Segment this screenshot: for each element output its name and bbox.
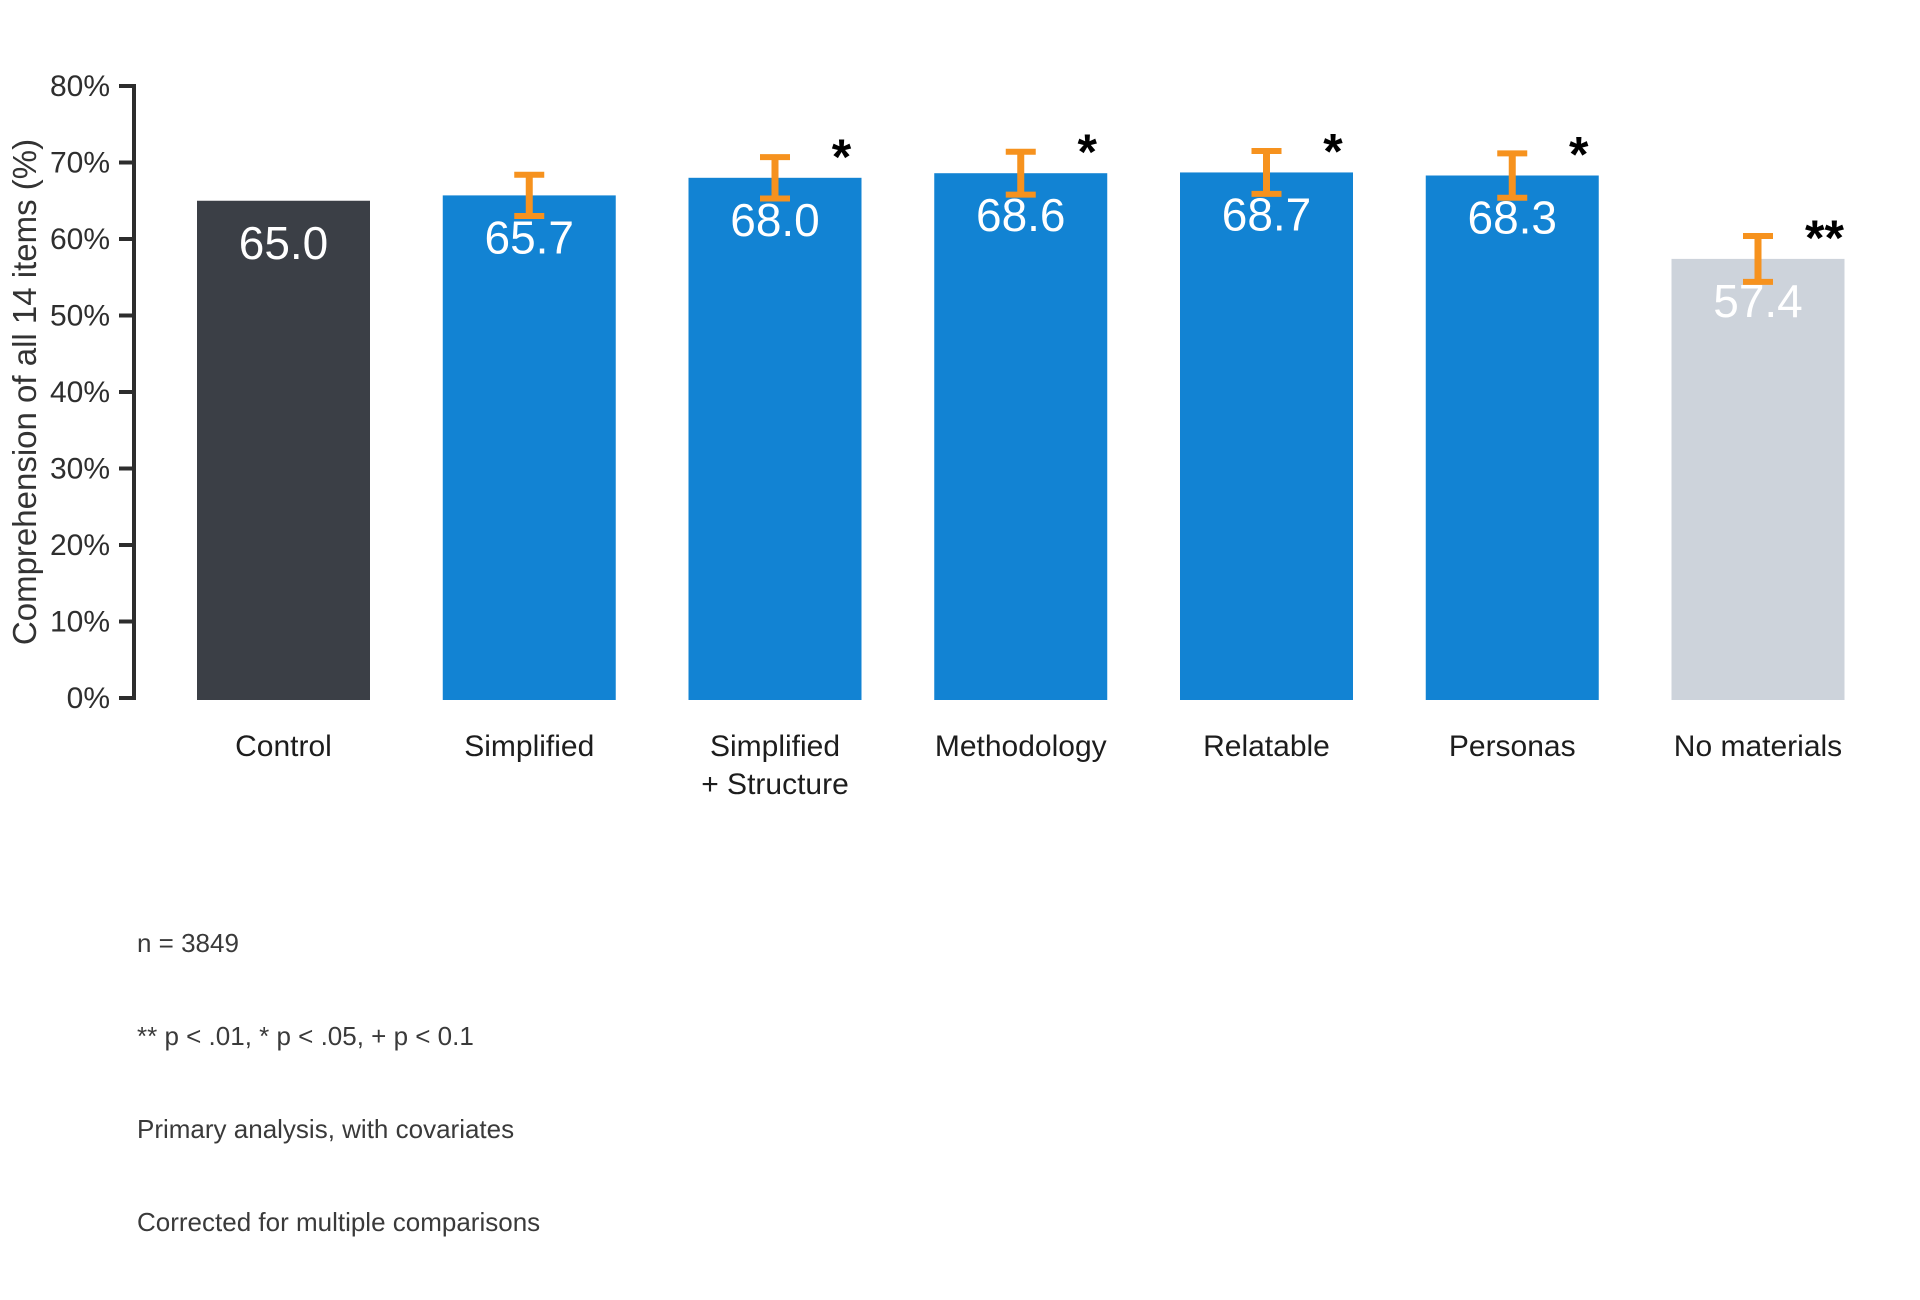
x-category-label: Control	[235, 730, 332, 763]
bar-simplified	[442, 195, 616, 700]
bar-methodology	[934, 173, 1108, 700]
bar-value-label: 68.0	[730, 194, 820, 246]
footnote-analysis: Primary analysis, with covariates	[137, 1114, 515, 1144]
x-category-label: + Structure	[701, 768, 849, 801]
y-axis-tick-label: 0%	[67, 682, 110, 715]
significance-marker: *	[1569, 127, 1589, 183]
bar-simplified-structure	[688, 177, 862, 701]
significance-marker: *	[832, 129, 852, 185]
bar-no-materials	[1671, 258, 1845, 700]
y-axis-tick-label: 50%	[50, 300, 110, 333]
y-axis-tick-label: 60%	[50, 223, 110, 256]
footnote-significance-key: ** p < .01, * p < .05, + p < 0.1	[137, 1021, 474, 1051]
footnotes: n = 3849 ** p < .01, * p < .05, + p < 0.…	[137, 866, 540, 1300]
x-category-label: No materials	[1674, 730, 1842, 763]
y-axis-tick-label: 80%	[50, 70, 110, 103]
x-category-label: Personas	[1449, 730, 1576, 763]
significance-marker: *	[1323, 123, 1343, 179]
x-category-label: Simplified	[710, 730, 840, 763]
bar-control	[197, 200, 370, 700]
y-axis-tick-label: 30%	[50, 453, 110, 486]
bar-relatable	[1180, 172, 1353, 700]
comprehension-bar-chart: Comprehension of all 14 items (%) 0% 10% 20…	[6, 70, 1845, 1237]
y-axis-tick-label: 70%	[50, 147, 110, 180]
bar-value-label: 68.6	[976, 189, 1066, 241]
significance-marker: *	[1078, 124, 1098, 180]
significance-marker: **	[1805, 210, 1844, 266]
bar-value-label: 65.7	[484, 211, 574, 263]
footnote-sample-size: n = 3849	[137, 928, 239, 958]
x-category-label: Relatable	[1203, 730, 1330, 763]
bar-personas	[1425, 175, 1599, 700]
bar-value-label: 65.0	[239, 217, 329, 269]
bar-chart-canvas: Comprehension of all 14 items (%) 0% 10% 20…	[6, 70, 1845, 801]
y-axis-tick-label: 20%	[50, 529, 110, 562]
y-axis-tick-label: 40%	[50, 376, 110, 409]
bar-value-label: 68.7	[1222, 188, 1312, 240]
y-axis-title: Comprehension of all 14 items (%)	[6, 139, 43, 645]
x-category-label: Simplified	[464, 730, 594, 763]
footnote-correction: Corrected for multiple comparisons	[137, 1207, 541, 1237]
x-category-label: Methodology	[935, 730, 1107, 763]
y-axis-tick-label: 10%	[50, 606, 110, 639]
